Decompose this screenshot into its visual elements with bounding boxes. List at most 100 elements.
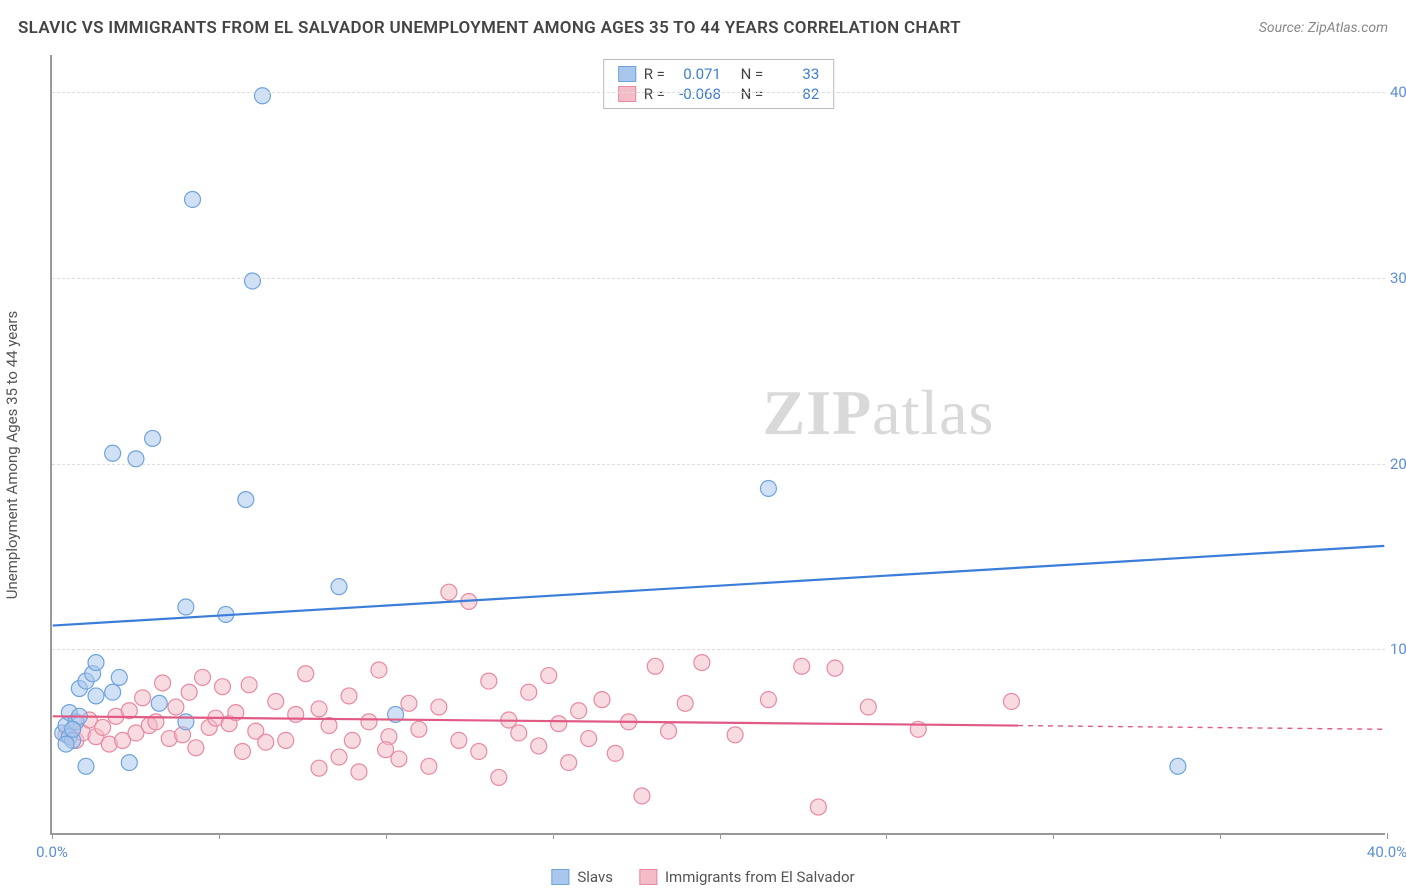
data-point [288,706,304,722]
grid-line [52,92,1385,93]
data-point [581,731,597,747]
swatch-series2 [618,86,636,102]
x-tick-mark [1053,833,1054,839]
data-point [238,492,254,508]
data-point [607,745,623,761]
data-point [78,758,94,774]
data-point [344,732,360,748]
data-point [411,721,427,737]
data-point [278,732,294,748]
data-point [105,684,121,700]
data-point [521,684,537,700]
data-point [178,599,194,615]
data-point [178,714,194,730]
n-label: N = [741,65,764,83]
data-point [827,660,843,676]
data-point [378,742,394,758]
data-point [361,714,377,730]
data-point [105,445,121,461]
x-tick-mark [553,833,554,839]
r-label: R = [644,85,665,103]
data-point [185,192,201,208]
data-point [155,675,171,691]
data-point [441,584,457,600]
swatch-series1 [618,66,636,82]
data-point [561,755,577,771]
data-point [794,658,810,674]
data-point [810,799,826,815]
y-tick-label: 30.0% [1390,269,1406,287]
data-point [341,688,357,704]
data-point [531,738,547,754]
data-point [1003,694,1019,710]
x-tick-mark [52,833,53,839]
data-point [95,719,111,735]
data-point [634,788,650,804]
r-value-series2: -0.068 [673,85,721,103]
x-tick-label: 40.0% [1367,843,1406,861]
r-value-series1: 0.071 [673,65,721,83]
data-point [135,690,151,706]
data-point [760,480,776,496]
data-point [254,88,270,104]
n-value-series2: 82 [771,85,819,103]
data-point [371,662,387,678]
data-point [471,744,487,760]
grid-line [52,464,1385,465]
data-point [258,734,274,750]
data-point [351,764,367,780]
y-axis-label: Unemployment Among Ages 35 to 44 years [3,311,21,599]
grid-line [52,649,1385,650]
data-point [215,679,231,695]
source-attribution: Source: ZipAtlas.com [1259,20,1388,36]
data-point [551,716,567,732]
legend: Slavs Immigrants from El Salvador [551,868,854,886]
x-tick-mark [386,833,387,839]
x-tick-label: 0.0% [36,843,68,861]
data-point [241,677,257,693]
x-tick-mark [1220,833,1221,839]
data-point [481,673,497,689]
data-point [331,749,347,765]
n-label: N = [741,85,764,103]
data-point [298,666,314,682]
data-point [760,692,776,708]
data-point [151,695,167,711]
data-point [727,727,743,743]
data-point [647,658,663,674]
scatter-svg [52,55,1385,833]
swatch-legend-2 [639,869,657,885]
legend-label-2: Immigrants from El Salvador [665,868,855,886]
x-tick-mark [886,833,887,839]
data-point [661,723,677,739]
trend-line [53,546,1385,626]
data-point [541,668,557,684]
stats-box: R = 0.071 N = 33 R = -0.068 N = 82 [603,59,835,109]
legend-item-1: Slavs [551,868,613,886]
trend-line [1018,726,1384,730]
data-point [694,655,710,671]
data-point [181,684,197,700]
swatch-legend-1 [551,869,569,885]
data-point [511,725,527,741]
data-point [168,699,184,715]
x-tick-mark [219,833,220,839]
grid-line [52,278,1385,279]
data-point [121,755,137,771]
data-point [311,760,327,776]
y-tick-label: 20.0% [1390,455,1406,473]
data-point [188,740,204,756]
r-label: R = [644,65,665,83]
data-point [331,579,347,595]
data-point [195,669,211,685]
data-point [594,692,610,708]
data-point [58,736,74,752]
plot-area: ZIPatlas R = 0.071 N = 33 R = -0.068 N =… [50,55,1385,835]
data-point [244,273,260,289]
y-tick-label: 10.0% [1390,640,1406,658]
data-point [451,732,467,748]
n-value-series1: 33 [771,65,819,83]
data-point [1170,758,1186,774]
trend-line [53,716,1018,725]
data-point [111,669,127,685]
